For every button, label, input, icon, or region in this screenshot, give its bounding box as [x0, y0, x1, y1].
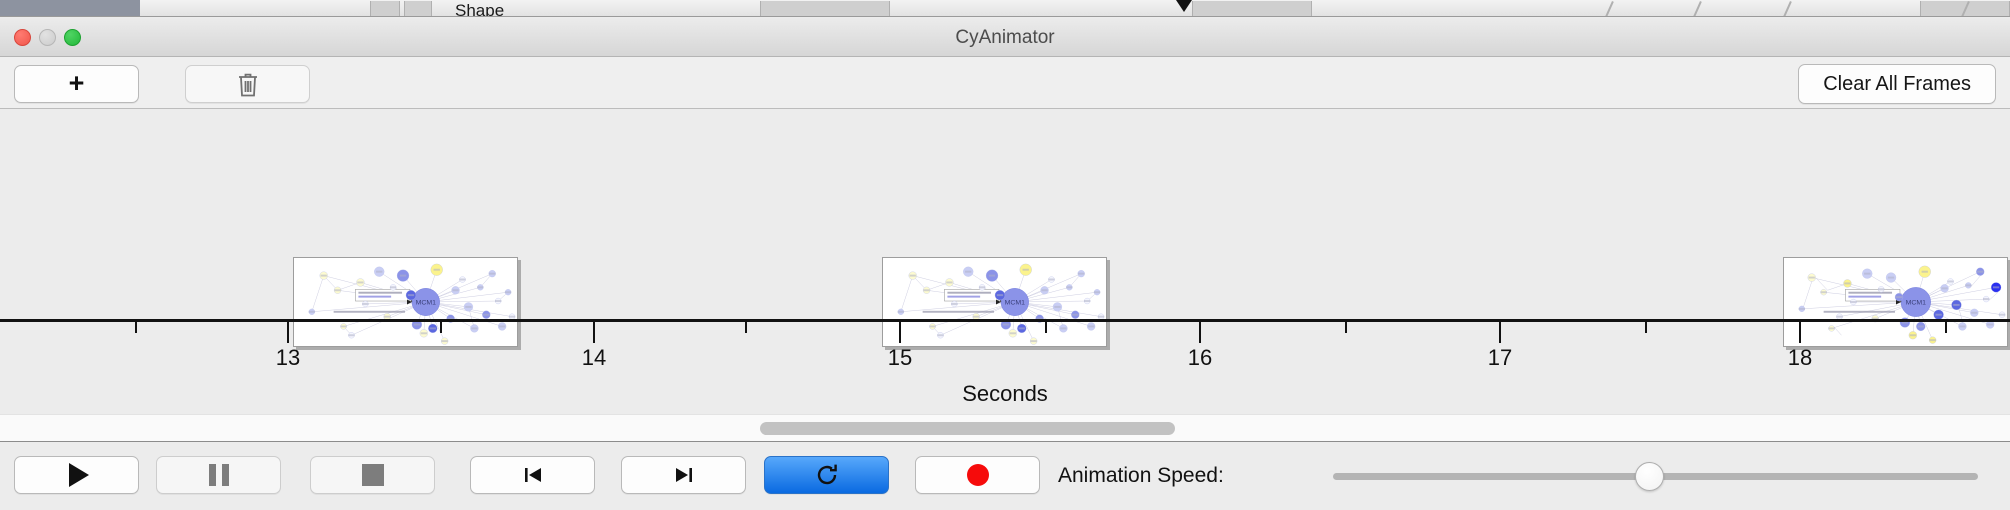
axis-tick-label: 18	[1787, 345, 1813, 370]
axis-line	[0, 319, 2010, 322]
background-diagonal-line	[1612, 1, 1640, 16]
frame-thumbnail[interactable]: MCM1	[1783, 257, 2008, 347]
axis-tick-minor	[1045, 322, 1047, 333]
background-ui-fragment	[370, 1, 400, 16]
clear-all-frames-button[interactable]: Clear All Frames	[1798, 64, 1996, 104]
animation-speed-slider-knob[interactable]	[1635, 462, 1664, 491]
axis-tick-minor	[1345, 322, 1347, 333]
loop-button[interactable]	[764, 456, 889, 494]
background-diagonal-line	[1790, 1, 1818, 16]
axis-tick-major	[1199, 322, 1201, 343]
axis-tick-minor	[1645, 322, 1647, 333]
timeline-scrollbar[interactable]	[0, 414, 2010, 442]
timeline-axis: 12131415161718 Seconds	[0, 319, 2010, 414]
background-dark-block	[0, 0, 140, 16]
play-icon	[68, 463, 89, 487]
svg-text:MCM1: MCM1	[1005, 300, 1026, 307]
window-title: CyAnimator	[955, 27, 1055, 48]
plus-icon: +	[68, 67, 85, 98]
frame-thumbnail[interactable]: MCM1	[882, 257, 1107, 347]
animation-speed-label: Animation Speed:	[1058, 464, 1224, 487]
svg-text:MCM1: MCM1	[1906, 300, 1927, 307]
background-cursor-glyph	[1176, 0, 1192, 12]
skip-to-start-button[interactable]	[470, 456, 595, 494]
record-button[interactable]	[915, 456, 1040, 494]
svg-text:MCM1: MCM1	[416, 300, 437, 307]
axis-tick-major	[1499, 322, 1501, 343]
axis-caption: Seconds	[962, 381, 1048, 406]
skip-back-icon	[524, 468, 541, 482]
stop-icon	[361, 464, 384, 486]
pause-button[interactable]	[156, 456, 281, 494]
play-button[interactable]	[14, 456, 139, 494]
background-application-strip: Shape	[0, 0, 2010, 17]
background-ui-fragment	[760, 1, 890, 16]
axis-tick-minor	[745, 322, 747, 333]
window-controls	[14, 29, 81, 46]
frame-thumbnail[interactable]: MCM1	[293, 257, 518, 347]
close-button[interactable]	[14, 29, 31, 46]
stop-button[interactable]	[310, 456, 435, 494]
skip-forward-icon	[675, 468, 692, 482]
skip-to-end-button[interactable]	[621, 456, 746, 494]
background-ui-fragment	[1192, 1, 1312, 16]
axis-tick-label: 15	[887, 345, 913, 370]
axis-tick-minor	[1945, 322, 1947, 333]
axis-tick-major	[1799, 322, 1801, 343]
loop-icon	[817, 464, 837, 485]
scrollbar-thumb[interactable]	[760, 422, 1175, 435]
axis-tick-major	[593, 322, 595, 343]
cyanimator-window: CyAnimator + Clear All Frames	[0, 17, 2010, 510]
maximize-button[interactable]	[64, 29, 81, 46]
axis-tick-minor	[135, 322, 137, 333]
axis-tick-major	[287, 322, 289, 343]
window-titlebar: CyAnimator	[0, 17, 2010, 57]
background-ui-fragment	[404, 1, 432, 16]
minimize-button[interactable]	[39, 29, 56, 46]
axis-tick-label: 13	[275, 345, 301, 370]
pause-icon	[208, 464, 229, 486]
playback-controls: Animation Speed:	[0, 442, 2010, 508]
timeline-panel[interactable]: MCM1 MCM1 MCM1 1	[0, 109, 2010, 414]
axis-tick-major	[899, 322, 901, 343]
add-frame-button[interactable]: +	[14, 65, 139, 103]
clear-all-frames-label: Clear All Frames	[1823, 72, 1971, 95]
background-diagonal-line	[1700, 1, 1728, 16]
delete-frame-button[interactable]	[185, 65, 310, 103]
record-icon	[966, 464, 989, 486]
background-diagonal-line	[1968, 1, 1996, 16]
trash-icon	[236, 71, 260, 98]
axis-tick-label: 17	[1487, 345, 1513, 370]
background-app-label: Shape	[455, 1, 505, 17]
frame-toolbar: + Clear All Frames	[0, 57, 2010, 109]
axis-tick-minor	[440, 322, 442, 333]
axis-tick-label: 16	[1187, 345, 1213, 370]
axis-tick-label: 14	[581, 345, 607, 370]
